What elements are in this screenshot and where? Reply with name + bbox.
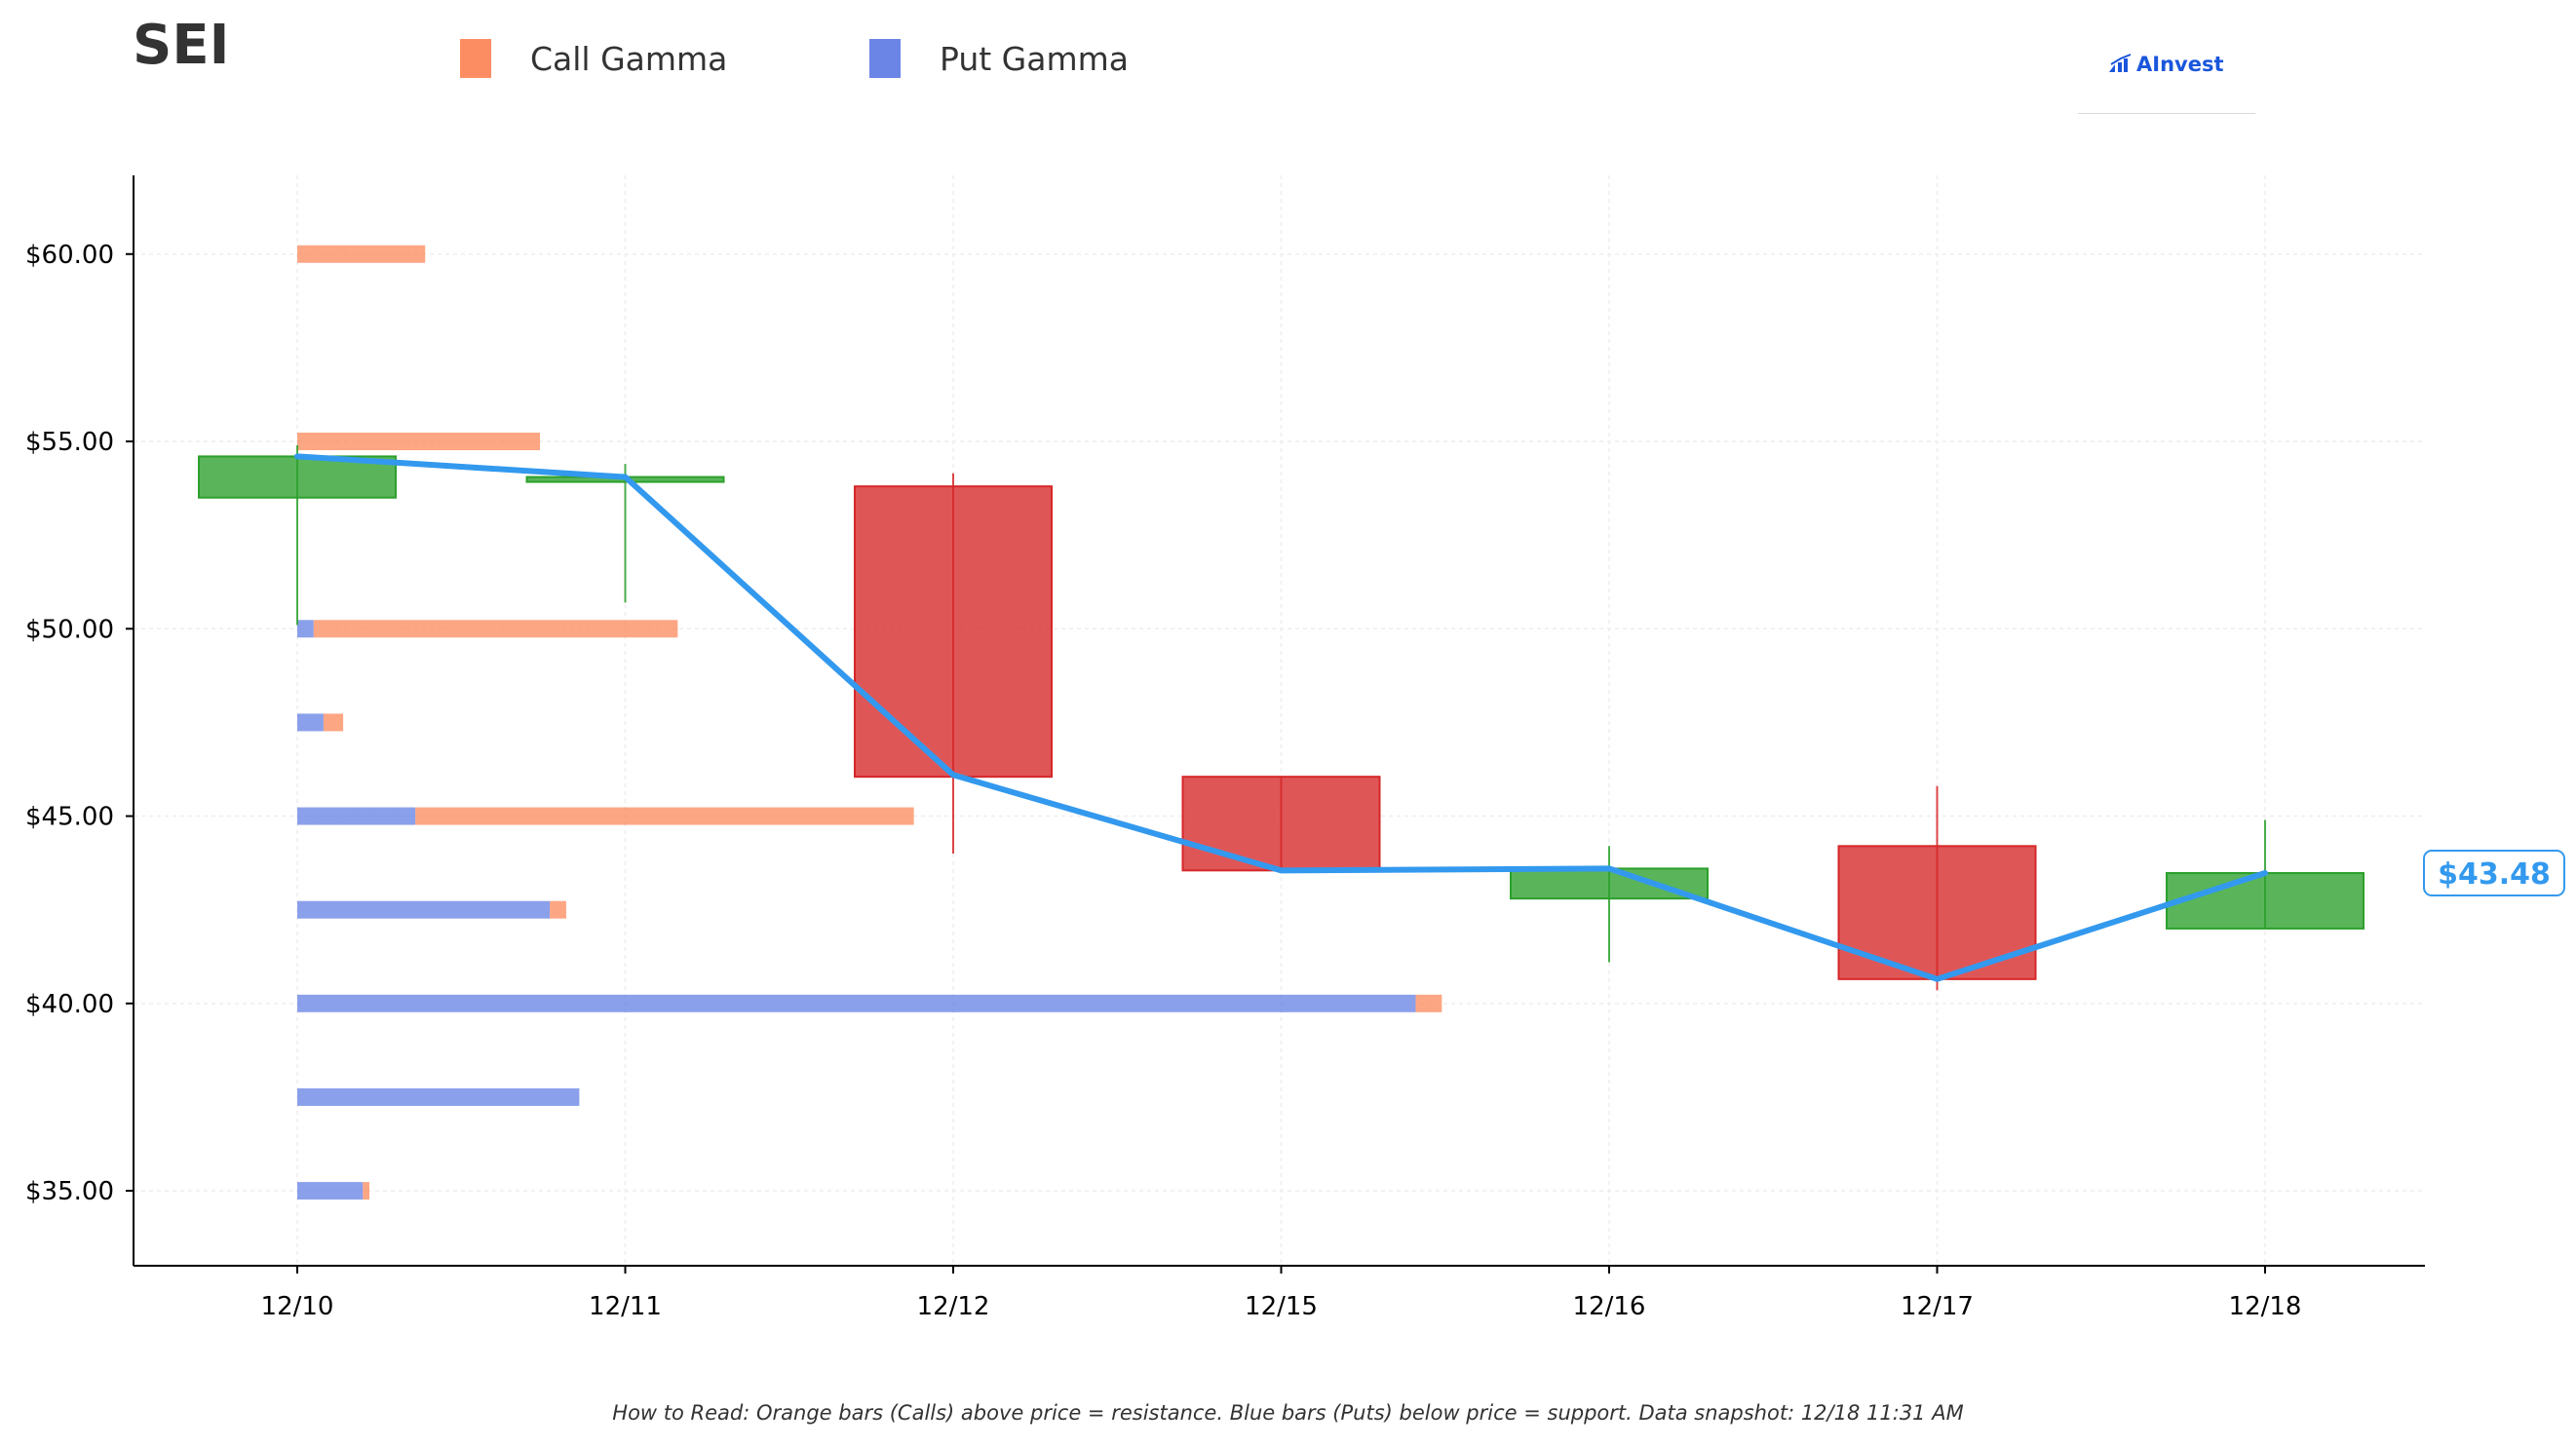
y-tick-label-3: $50.00 — [25, 615, 114, 644]
legend-swatch-put — [869, 39, 901, 78]
put-gamma-bar-4 — [297, 807, 416, 825]
close-line-layer — [294, 453, 2268, 982]
put-gamma-bar-2 — [297, 620, 314, 638]
grid-layer — [134, 175, 2425, 1266]
call-gamma-bar-8 — [363, 1182, 370, 1200]
call-gamma-bar-6 — [1415, 994, 1442, 1012]
candle-body-6 — [2166, 872, 2365, 930]
call-gamma-bar-2 — [313, 620, 678, 638]
x-tick-label-2: 12/12 — [917, 1292, 990, 1321]
axes-layer: $35.00 $40.00 $45.00 $50.00 $55.00 $60.00 12/1… — [25, 175, 2425, 1321]
put-gamma-bar-3 — [297, 713, 324, 732]
brand-name: AInvest — [2136, 53, 2224, 76]
put-gamma-bar-6 — [297, 994, 1416, 1012]
x-tick-label-5: 12/17 — [1901, 1292, 1974, 1321]
x-tick-label-1: 12/11 — [589, 1292, 662, 1321]
price-label-layer: $43.48 — [2423, 850, 2565, 897]
legend-label-call: Call Gamma — [530, 39, 728, 78]
legend-item-put: Put Gamma — [869, 37, 1129, 80]
candle-body-2 — [854, 485, 1053, 779]
y-tick-label-2: $45.00 — [25, 803, 114, 832]
legend-label-put: Put Gamma — [940, 39, 1129, 78]
legend-item-call: Call Gamma — [460, 37, 727, 80]
y-tick-label-5: $60.00 — [25, 241, 114, 270]
x-tick-label-6: 12/18 — [2229, 1292, 2302, 1321]
call-gamma-bar-3 — [323, 713, 344, 732]
x-tick-label-4: 12/16 — [1573, 1292, 1646, 1321]
call-gamma-bar-0 — [297, 245, 426, 263]
put-gamma-bar-5 — [297, 900, 551, 919]
current-price-box — [2423, 850, 2565, 897]
ainvest-logo-icon — [2109, 54, 2132, 72]
y-tick-label-4: $55.00 — [25, 428, 114, 457]
put-gamma-bar-8 — [297, 1182, 364, 1200]
chart-title: SEI — [133, 14, 230, 77]
x-tick-label-3: 12/15 — [1245, 1292, 1318, 1321]
close-price-line — [294, 453, 2268, 982]
put-gamma-bar-7 — [297, 1087, 580, 1106]
current-price-label: $43.48 — [2438, 857, 2551, 892]
call-gamma-bar-5 — [550, 900, 566, 919]
y-tick-label-0: $35.00 — [25, 1177, 114, 1206]
call-gamma-bar-4 — [415, 807, 914, 825]
candle-body-3 — [1181, 776, 1381, 872]
plot-area: $35.00 $40.00 $45.00 $50.00 $55.00 $60.00 12/1… — [25, 175, 2565, 1321]
legend-swatch-call — [460, 39, 491, 78]
footnote: How to Read: Orange bars (Calls) above p… — [612, 1401, 1964, 1425]
brand-logo: AInvest — [2078, 49, 2255, 114]
x-tick-label-0: 12/10 — [261, 1292, 334, 1321]
y-tick-label-1: $40.00 — [25, 990, 114, 1019]
call-gamma-bar-1 — [297, 433, 541, 451]
gamma-bars-layer — [297, 245, 1442, 1200]
